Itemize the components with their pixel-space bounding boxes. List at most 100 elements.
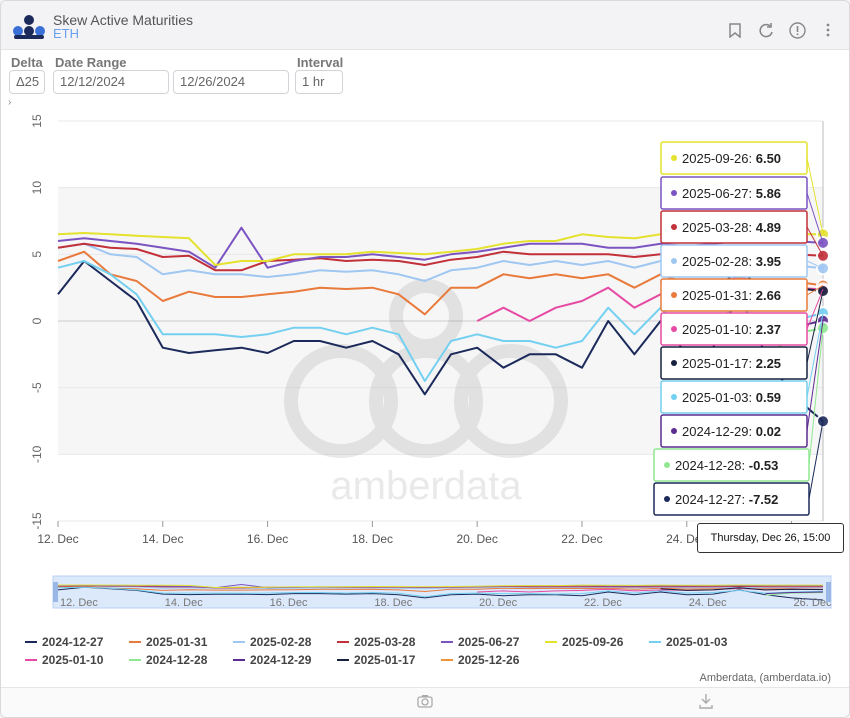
tooltip-entry-2024-12-27: 2024-12-27: -7.52 xyxy=(653,421,824,516)
tooltip-box xyxy=(660,380,808,414)
tooltip-dot xyxy=(671,292,677,298)
bottom-toolbar xyxy=(1,687,849,717)
date-range-label: Date Range xyxy=(55,55,127,70)
legend-swatch xyxy=(233,641,245,643)
tooltip-entry-2025-01-17: 2025-01-17: 2.25 xyxy=(660,290,824,380)
tooltip-box xyxy=(660,414,808,448)
tooltip-text: 2024-12-28: -0.53 xyxy=(675,458,778,473)
tooltip-dot xyxy=(664,496,670,502)
legend-item-2025-09-26[interactable]: 2025-09-26 xyxy=(545,635,649,649)
navigator-left-handle xyxy=(53,582,58,602)
interval-select[interactable]: 1 hr xyxy=(295,70,343,94)
chart-plot[interactable]: -15 -10 -5 0 5 10 15 amberdata 12. Dec 14. Dec 16.… xyxy=(1,101,849,631)
more-menu-icon[interactable] xyxy=(819,21,837,39)
legend-row: 2024-12-27 2025-01-31 2025-02-28 2025-03-28… xyxy=(25,633,825,651)
legend-swatch xyxy=(129,659,141,661)
legend-label: 2025-01-17 xyxy=(354,653,416,667)
tooltip-label: 2024-12-29: xyxy=(682,424,756,439)
legend-item-2025-02-28[interactable]: 2025-02-28 xyxy=(233,635,337,649)
legend-label: 2025-12-26 xyxy=(458,653,520,667)
tooltip-text: 2025-01-17: 2.25 xyxy=(682,356,781,371)
navigator-right-handle xyxy=(826,582,831,602)
tooltip-box xyxy=(660,176,808,210)
tooltip-box xyxy=(660,278,808,312)
download-icon[interactable] xyxy=(699,693,713,712)
watermark-text: amberdata xyxy=(330,464,522,508)
tooltip-dot xyxy=(671,258,677,264)
legend-item-2024-12-27[interactable]: 2024-12-27 xyxy=(25,635,129,649)
chart-title: Skew Active Maturities xyxy=(53,12,194,28)
navigator-tick-label: 20. Dec xyxy=(479,597,517,609)
tooltip-label: 2025-01-10: xyxy=(682,322,756,337)
tooltip-connector xyxy=(808,328,824,466)
tooltip-value: 2.66 xyxy=(756,288,781,303)
y-tick-label: -10 xyxy=(30,445,44,463)
tooltip-text: 2024-12-27: -7.52 xyxy=(675,492,778,507)
tooltip-connector xyxy=(806,192,824,244)
tooltip-entry-2025-02-28: 2025-02-28: 3.95 xyxy=(660,244,824,278)
date-to-input[interactable]: 12/26/2024 xyxy=(173,70,289,94)
tooltip-box xyxy=(660,141,808,175)
tooltip-value: 4.89 xyxy=(756,220,781,235)
tooltip-dot xyxy=(671,224,677,230)
legend-item-2025-03-28[interactable]: 2025-03-28 xyxy=(337,635,441,649)
y-tick-label: 0 xyxy=(30,317,44,324)
tooltip-text: 2024-12-29: 0.02 xyxy=(682,424,781,439)
camera-icon[interactable] xyxy=(417,694,433,711)
tooltip-text: 2025-01-03: 0.59 xyxy=(682,390,781,405)
legend-swatch xyxy=(545,641,557,643)
refresh-icon[interactable] xyxy=(757,21,775,39)
navigator-series-2025-01-03 xyxy=(57,586,824,598)
legend-item-2025-01-03[interactable]: 2025-01-03 xyxy=(649,635,753,649)
legend-item-2024-12-28[interactable]: 2024-12-28 xyxy=(129,653,233,667)
legend-label: 2025-01-10 xyxy=(42,653,104,667)
bookmark-icon[interactable] xyxy=(726,21,744,39)
legend-swatch xyxy=(337,659,349,661)
date-from-input[interactable]: 12/12/2024 xyxy=(53,70,169,94)
legend-item-2025-06-27[interactable]: 2025-06-27 xyxy=(441,635,545,649)
x-tick-label: 18. Dec xyxy=(352,532,393,546)
legend-label: 2024-12-28 xyxy=(146,653,208,667)
tooltip-entry-2025-01-10: 2025-01-10: 2.37 xyxy=(660,289,824,346)
tooltip-connector xyxy=(806,320,824,432)
navigator-tick-label: 26. Dec xyxy=(794,597,832,609)
delta-select[interactable]: Δ25 xyxy=(9,70,45,94)
tooltip-dot xyxy=(664,462,670,468)
x-tick-label: 14. Dec xyxy=(142,532,183,546)
x-tick-label: 12. Dec xyxy=(37,532,78,546)
navigator-tick-label: 18. Dec xyxy=(374,597,412,609)
tooltip-label: 2025-03-28: xyxy=(682,220,756,235)
navigator-tick-label: 16. Dec xyxy=(270,597,308,609)
x-tick-label: 20. Dec xyxy=(456,532,497,546)
legend-item-2025-01-17[interactable]: 2025-01-17 xyxy=(337,653,441,667)
tooltip-text: 2025-03-28: 4.89 xyxy=(682,220,781,235)
tooltip-text: 2025-09-26: 6.50 xyxy=(682,151,781,166)
tooltip-value: 6.50 xyxy=(756,151,781,166)
legend-item-2024-12-29[interactable]: 2024-12-29 xyxy=(233,653,337,667)
amberdata-logo-icon xyxy=(13,15,45,39)
legend-item-2025-01-10[interactable]: 2025-01-10 xyxy=(25,653,129,667)
navigator-series-2024-12-28 xyxy=(765,592,824,596)
legend-label: 2025-01-03 xyxy=(666,635,728,649)
legend-item-2025-12-26[interactable]: 2025-12-26 xyxy=(441,653,545,667)
tooltip-value: -0.53 xyxy=(749,458,779,473)
legend-item-2025-01-31[interactable]: 2025-01-31 xyxy=(129,635,233,649)
legend-swatch xyxy=(337,641,349,643)
info-icon[interactable] xyxy=(788,21,806,39)
delta-label: Delta xyxy=(11,55,43,70)
tooltip-label: 2024-12-28: xyxy=(675,458,749,473)
legend-label: 2025-09-26 xyxy=(562,635,624,649)
watermark-logo-icon: amberdata xyxy=(284,279,568,508)
hover-date-tooltip: Thursday, Dec 26, 15:00 xyxy=(697,523,844,553)
expand-chevron-icon[interactable]: › xyxy=(8,97,12,108)
interval-label: Interval xyxy=(297,55,344,70)
legend-label: 2025-03-28 xyxy=(354,635,416,649)
tooltip-connector xyxy=(806,313,824,398)
navigator-tick-label: 14. Dec xyxy=(165,597,203,609)
tooltip-label: 2025-01-17: xyxy=(682,356,756,371)
navigator-tick-label: 12. Dec xyxy=(60,597,98,609)
navigator-tick-label: 24. Dec xyxy=(689,597,727,609)
tooltip-dot xyxy=(671,190,677,196)
tooltip-connector xyxy=(806,157,824,235)
